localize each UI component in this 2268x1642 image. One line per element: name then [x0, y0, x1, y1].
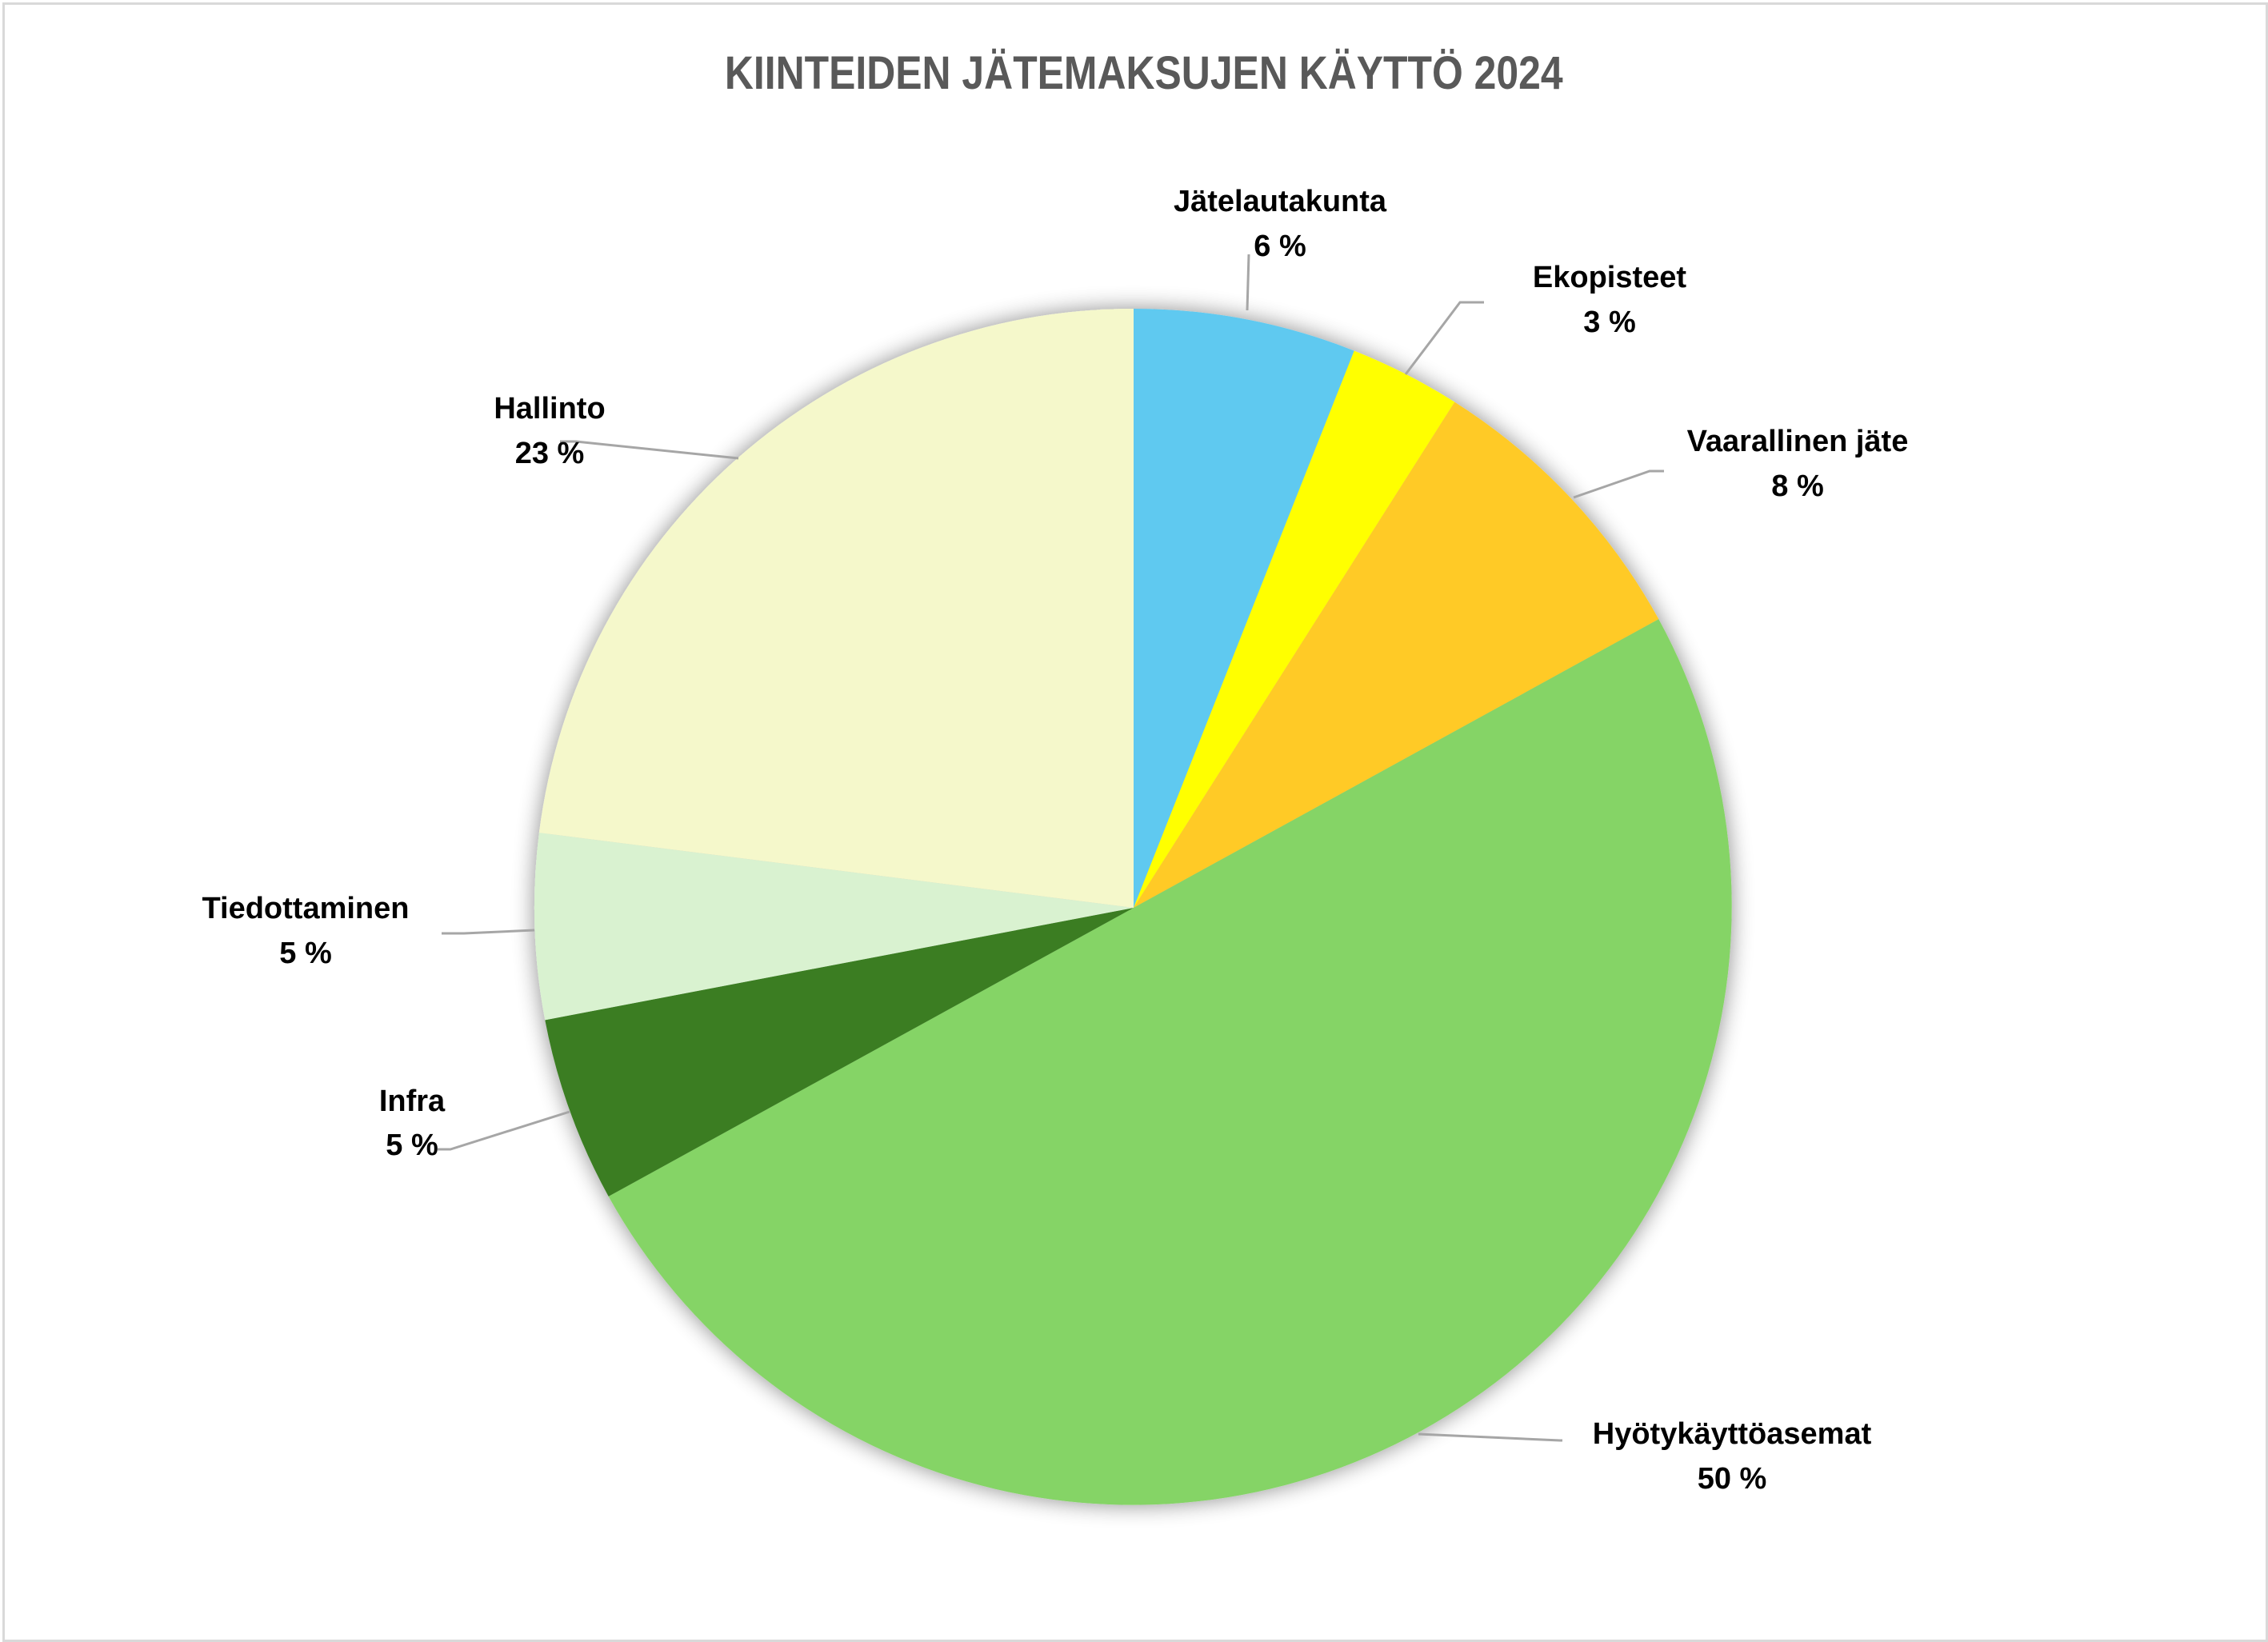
pie-slice-hallinto — [538, 309, 1134, 908]
pie-slices — [534, 309, 1732, 1505]
label-value: 50 % — [1698, 1462, 1767, 1496]
pie-slice-jätelautakunta — [1134, 309, 1354, 908]
chart-title: KIINTEIDEN JÄTEMAKSUJEN KÄYTTÖ 2024 — [724, 47, 1563, 99]
label-value: 6 % — [1254, 230, 1306, 263]
pie-slice-hyötykäyttöasemat — [608, 619, 1732, 1505]
data-labels: Jätelautakunta 6 % Ekopisteet 3 % Vaaral… — [202, 185, 1909, 1496]
label-name: Ekopisteet — [1533, 261, 1687, 294]
label-value: 23 % — [515, 437, 585, 470]
pie-slice-vaarallinen-jäte — [1134, 402, 1659, 909]
pie-slice-ekopisteet — [1134, 350, 1455, 909]
label-name: Hyötykäyttöasemat — [1593, 1417, 1872, 1451]
pie-slice-infra — [545, 908, 1134, 1197]
label-name: Infra — [379, 1085, 446, 1118]
leader-lines — [438, 254, 1664, 1442]
label-name: Hallinto — [494, 392, 605, 425]
leader-ekopisteet — [1404, 301, 1484, 375]
label-name: Vaarallinen jäte — [1687, 425, 1909, 458]
label-value: 5 % — [279, 937, 331, 970]
leader-vaarallinen — [1573, 469, 1664, 499]
leader-hyotykaytto — [1418, 1432, 1562, 1442]
label-name: Tiedottaminen — [202, 892, 410, 925]
label-name: Jätelautakunta — [1174, 185, 1387, 218]
leader-tiedottaminen — [442, 929, 535, 935]
leader-infra — [438, 1110, 570, 1151]
label-value: 5 % — [386, 1129, 438, 1162]
label-value: 3 % — [1583, 306, 1635, 339]
leader-hallinto — [560, 440, 739, 460]
leader-jatelautakunta — [1246, 254, 1250, 311]
label-value: 8 % — [1771, 469, 1823, 503]
pie-slice-tiedottaminen — [534, 833, 1134, 1021]
